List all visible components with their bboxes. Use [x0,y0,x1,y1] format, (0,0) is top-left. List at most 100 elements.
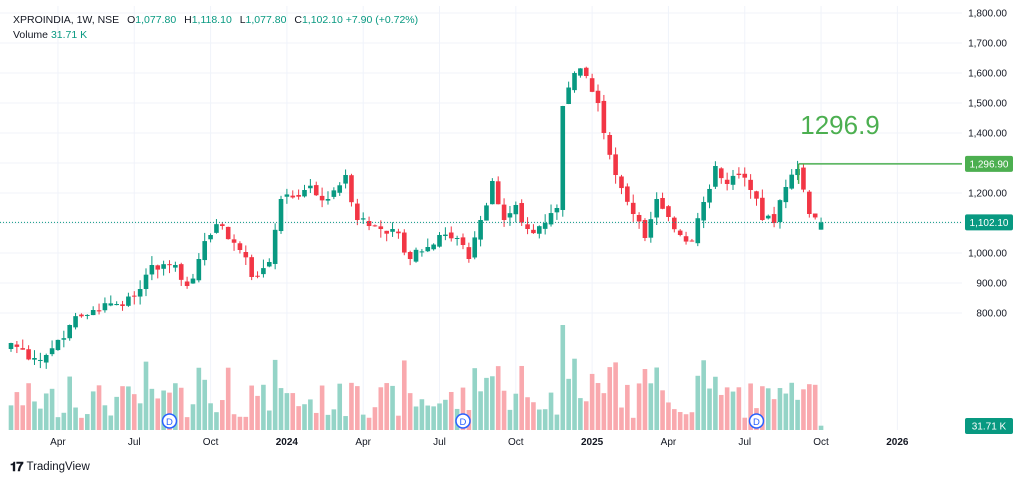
dividend-circle-1 [455,413,471,429]
candle-6 [43,353,49,369]
candle-body-130 [771,214,777,223]
volume-bar-37 [225,367,231,430]
volume-bar-81 [484,377,489,430]
volume-bar-56 [337,383,343,430]
candle-42 [255,271,260,279]
volume-bar-86 [513,393,519,430]
volume-bar-68 [407,393,413,430]
volume-bar-21 [131,394,137,430]
chart-legend: XPROINDIA, 1W, NSE O1,077.80 H1,118.10 L… [13,13,418,43]
candle-129 [765,214,771,220]
candle-82 [490,178,495,205]
candle-body-105 [625,186,630,202]
candle-99 [589,73,595,93]
candle-53 [319,187,325,208]
volume-bar-107 [636,383,642,430]
volume-bar-131 [777,388,783,430]
candle-12 [79,313,84,318]
candle-43 [261,259,266,278]
candle-41 [249,254,254,281]
candle-17 [108,295,114,307]
dividend-marker-1: D [455,413,471,429]
overlays: 1296.9 [0,110,962,223]
candle-body-106 [630,202,636,214]
volume-bar-128 [760,386,765,430]
volume-bar-74 [443,399,448,430]
candle-body-45 [272,229,278,264]
volume-bar-124 [736,387,742,430]
candle-70 [419,249,425,257]
candle-body-39 [237,243,243,250]
volume-bar-19 [120,386,125,430]
volume-bar-95 [566,378,571,430]
tradingview-logo-icon: 𝟏𝟕 [10,459,24,474]
candle-body-34 [208,235,213,240]
volume-bar-82 [490,376,495,430]
volume-bar-42 [255,395,260,430]
candle-88 [525,217,530,235]
volume-bar-112 [666,402,671,430]
candle-body-14 [90,310,96,316]
candle-body-13 [85,314,90,316]
candle-72 [431,243,436,251]
candle-body-99 [589,78,595,92]
volume-bar-73 [437,403,442,430]
annotation-price-tag [965,155,1013,172]
candle-body-86 [513,205,519,215]
volume-bar-104 [619,407,624,430]
candle-body-127 [754,191,759,199]
x-tick-label-0: Apr [50,437,66,448]
candle-body-56 [337,185,343,193]
close-label: C [294,14,302,26]
volume-label[interactable]: Volume [13,29,49,41]
candle-body-35 [214,224,219,233]
candle-body-23 [143,274,149,290]
candle-90 [537,225,542,239]
candle-body-27 [167,264,172,266]
candle-body-87 [519,203,524,223]
x-tick-label-1: Jul [128,437,141,448]
volume-bar-98 [583,401,589,430]
candle-77 [460,233,466,250]
candle-body-63 [378,226,384,230]
volume-bar-12 [79,417,84,430]
volume-bar-45 [272,359,278,430]
candle-body-117 [695,218,701,244]
candle-body-48 [290,195,296,198]
candle-50 [302,184,307,198]
tradingview-logo[interactable]: 𝟏𝟕 TradingView [10,459,90,475]
candle-body-89 [531,229,536,234]
candle-3 [26,345,31,361]
candle-body-61 [366,221,372,227]
candle-body-7 [49,348,55,355]
annotation-text: 1296.9 [800,110,880,140]
volume-bar-133 [789,382,795,430]
x-tick-label-5: Jul [433,437,446,448]
candle-body-132 [783,187,789,203]
candle-69 [413,247,419,263]
volume-bar-118 [701,360,706,430]
candle-body-40 [243,252,249,258]
volume-bar-138 [818,425,824,430]
candle-body-11 [73,316,78,328]
candle-body-88 [525,224,530,229]
volume-bar-120 [713,376,718,430]
volume-bar-17 [108,415,114,430]
candle-body-54 [325,199,331,201]
candle-125 [742,167,748,187]
candle-62 [372,224,378,227]
candle-body-31 [190,278,196,284]
candle-body-92 [548,213,554,225]
y-tick-label-10: 1,800.00 [968,9,1007,20]
x-tick-label-3: 2024 [276,437,299,448]
symbol-title[interactable]: XPROINDIA, 1W, NSE [13,14,120,26]
x-tick-label-10: Oct [813,437,829,448]
volume-bar-6 [43,393,49,430]
volume-bar-63 [378,387,384,430]
candle-57 [343,169,348,189]
candle-13 [85,314,90,320]
candle-body-107 [636,214,642,222]
volume-bar-58 [349,382,354,430]
candle-51 [308,179,313,193]
